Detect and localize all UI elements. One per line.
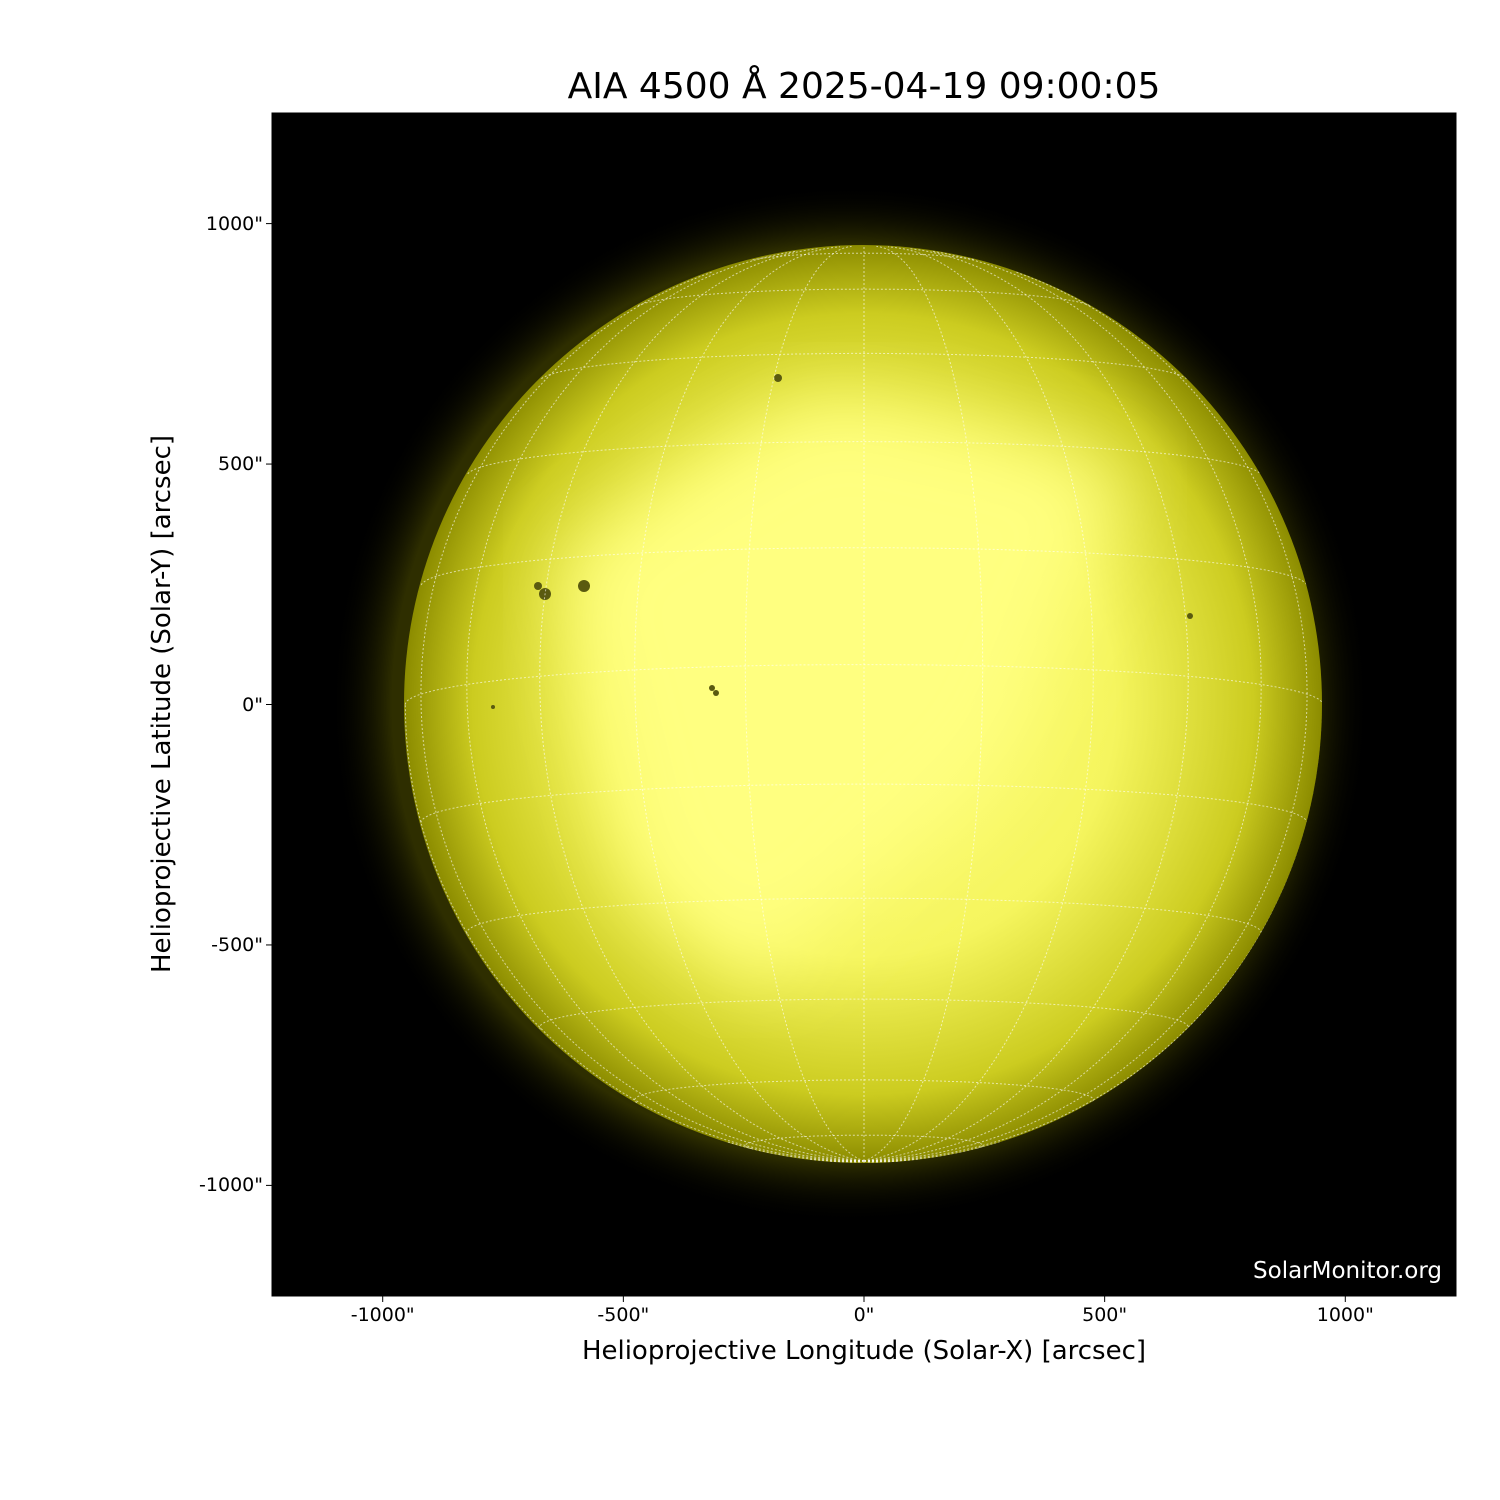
- latitude-line: [420, 783, 1308, 823]
- sunspots: [491, 374, 1193, 709]
- latitude-line: [541, 352, 1187, 380]
- longitude-line: [863, 246, 1094, 1162]
- longitude-line: [863, 248, 1189, 1162]
- longitude-line: [404, 704, 865, 1162]
- longitude-line: [634, 246, 865, 1162]
- x-tick-label: 1000": [1316, 1304, 1374, 1326]
- heliographic-grid: [404, 245, 1322, 1163]
- latitude-line: [752, 252, 976, 261]
- x-tick-label: -1000": [350, 1304, 415, 1326]
- y-tick-label: -1000": [199, 1174, 263, 1197]
- longitude-line: [420, 271, 865, 1162]
- longitude-line: [863, 250, 1262, 1162]
- x-tick-label: -500": [597, 1304, 650, 1326]
- longitude-line: [863, 1160, 881, 1163]
- y-tick-label: 500": [217, 453, 263, 476]
- x-axis-label: Helioprojective Longitude (Solar-X) [arc…: [581, 1336, 1147, 1366]
- y-tick-label: 1000": [205, 212, 263, 235]
- y-tick-label: -500": [211, 933, 263, 956]
- latitude-line: [404, 664, 1322, 705]
- longitude-line: [539, 248, 865, 1162]
- axes-frame: [271, 112, 1457, 1297]
- latitude-line: [466, 897, 1262, 935]
- axes: [266, 112, 1457, 1302]
- latitude-line: [539, 998, 1189, 1030]
- latitude-line: [467, 441, 1261, 475]
- y-tick-label: 0": [242, 693, 263, 716]
- y-axis-label: Helioprojective Latitude (Solar-Y) [arcs…: [147, 434, 177, 974]
- longitude-line: [863, 271, 1308, 1162]
- longitude-line: [726, 1141, 865, 1162]
- latitude-line: [744, 1134, 984, 1150]
- longitude-line: [466, 250, 865, 1162]
- bright-region: [560, 400, 1130, 980]
- longitude-line: [863, 704, 1322, 1162]
- latitude-line: [420, 547, 1308, 586]
- longitude-line: [863, 1160, 873, 1163]
- longitude-line: [744, 245, 865, 1162]
- watermark: SolarMonitor.org: [1253, 1258, 1442, 1284]
- longitude-line: [863, 245, 984, 1162]
- plot-title: AIA 4500 Å 2025-04-19 09:00:05: [567, 66, 1161, 107]
- longitude-line: [863, 1141, 1002, 1162]
- x-tick-label: 500": [1082, 1304, 1128, 1326]
- x-tick-label: 0": [853, 1304, 875, 1326]
- latitude-line: [634, 1079, 1094, 1104]
